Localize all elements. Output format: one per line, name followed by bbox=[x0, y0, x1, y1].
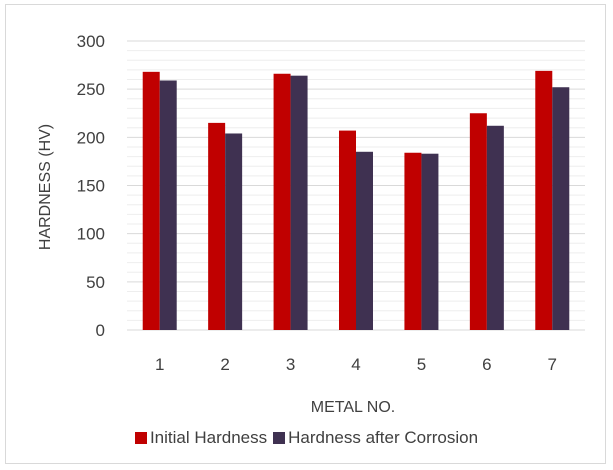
x-tick-label: 6 bbox=[482, 355, 491, 374]
y-tick-label: 50 bbox=[86, 273, 105, 292]
legend: Initial Hardness Hardness after Corrosio… bbox=[0, 426, 613, 450]
legend-item-corrosion: Hardness after Corrosion bbox=[273, 428, 478, 448]
bar-hardness-after-corrosion bbox=[421, 153, 439, 330]
bar-hardness-after-corrosion bbox=[290, 75, 308, 331]
y-tick-label: 250 bbox=[77, 80, 105, 99]
x-tick-label: 5 bbox=[417, 355, 426, 374]
legend-label-corrosion: Hardness after Corrosion bbox=[288, 428, 479, 447]
bar-hardness-after-corrosion bbox=[552, 87, 570, 331]
y-tick-label: 100 bbox=[77, 225, 105, 244]
bar-initial-hardness bbox=[208, 122, 226, 330]
bar-hardness-after-corrosion bbox=[225, 133, 243, 330]
bar-initial-hardness bbox=[142, 71, 160, 331]
x-tick-label: 3 bbox=[286, 355, 295, 374]
bar-initial-hardness bbox=[469, 113, 487, 330]
bar-hardness-after-corrosion bbox=[159, 80, 177, 330]
x-tick-label: 2 bbox=[220, 355, 229, 374]
x-tick-label: 7 bbox=[548, 355, 557, 374]
x-axis-ticks: 1 2 3 4 5 6 7 bbox=[155, 355, 557, 374]
bars bbox=[142, 70, 570, 331]
legend-label-initial: Initial Hardness bbox=[149, 428, 268, 447]
y-tick-label: 150 bbox=[77, 177, 105, 196]
y-tick-label: 200 bbox=[77, 128, 105, 147]
bar-hardness-after-corrosion bbox=[356, 151, 373, 330]
x-axis-title: METAL NO. bbox=[311, 399, 395, 416]
x-tick-label: 1 bbox=[155, 355, 164, 374]
bar-initial-hardness bbox=[404, 152, 422, 330]
x-tick-label: 4 bbox=[351, 355, 360, 374]
y-tick-label: 0 bbox=[96, 321, 105, 340]
y-axis-title: HARDNESS (HV) bbox=[37, 124, 54, 250]
legend-item-initial: Initial Hardness bbox=[134, 428, 268, 448]
bar-initial-hardness bbox=[273, 73, 291, 331]
legend-swatch-corrosion bbox=[273, 432, 286, 444]
y-axis-ticks: 0 50 100 150 200 250 300 bbox=[77, 32, 105, 340]
legend-swatch-initial bbox=[134, 432, 147, 444]
bar-initial-hardness bbox=[339, 130, 356, 330]
bar-initial-hardness bbox=[535, 70, 553, 330]
bar-hardness-after-corrosion bbox=[486, 125, 504, 330]
y-tick-label: 300 bbox=[77, 32, 105, 51]
